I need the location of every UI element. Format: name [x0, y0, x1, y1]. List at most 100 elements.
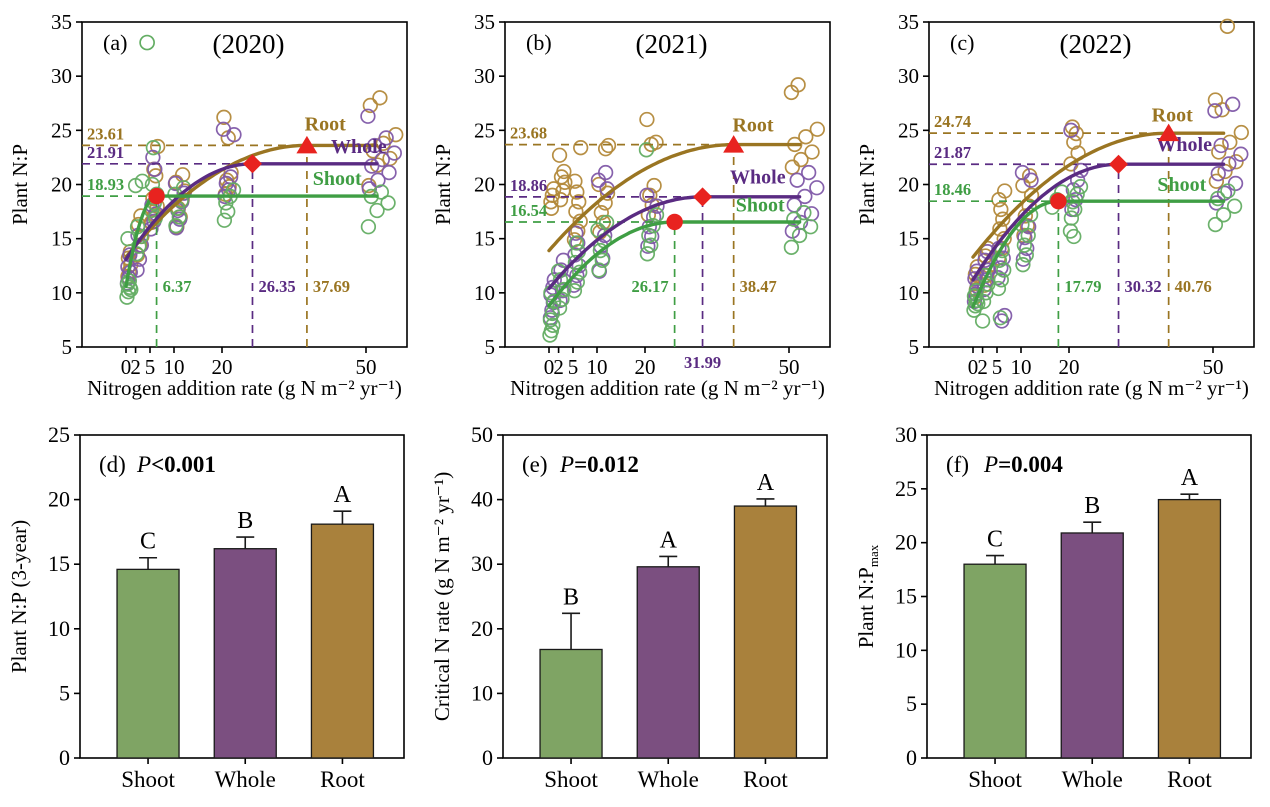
root-bar [1157, 498, 1221, 759]
shoot-critical-marker [1049, 192, 1067, 210]
root-critical-x-value: 40.76 [1174, 277, 1211, 296]
panel-letter: (e) [522, 452, 548, 477]
root-sig-letter: A [334, 482, 352, 508]
bar-category-label-whole: Whole [1061, 767, 1122, 792]
whole-curve-label: Whole [730, 166, 786, 188]
shoot-curve-label: Shoot [313, 168, 362, 190]
svg-text:30: 30 [898, 64, 919, 88]
panel-f-svg: 0 5 10 15 20 25 30 Plant N:Pmax Shoot Whole Root C B… [854, 422, 1252, 792]
root-curve-label: Root [305, 113, 346, 135]
root-curve-label: Root [733, 114, 774, 136]
shoot-fit-curve [970, 199, 1225, 309]
y-axis-title: Plant N:P [855, 144, 879, 225]
svg-text:20: 20 [471, 616, 493, 641]
root-sig-letter: A [757, 470, 775, 496]
whole-error-bar [659, 555, 678, 567]
shoot-sig-letter: C [140, 529, 156, 555]
svg-text:30: 30 [51, 64, 72, 88]
y-axis-title: Plant N:P (3-year) [7, 520, 31, 673]
svg-text:15: 15 [898, 227, 919, 251]
root-sig-letter: A [1180, 465, 1198, 491]
svg-text:15: 15 [48, 551, 70, 576]
root-bar [310, 523, 375, 759]
y-axis: 0 5 10 15 20 25 30 [895, 422, 927, 770]
svg-text:30: 30 [474, 64, 495, 88]
whole-critical-x-value: 26.35 [258, 277, 295, 296]
svg-text:50: 50 [356, 355, 377, 379]
root-error-bar [756, 498, 775, 507]
svg-text:5: 5 [991, 355, 1002, 379]
shoot-critical-x-value: 26.17 [632, 277, 669, 296]
y-axis-title: Plant N:P [431, 144, 455, 225]
whole-sig-letter: B [1084, 493, 1100, 519]
svg-text:25: 25 [474, 118, 495, 142]
svg-text:20: 20 [48, 487, 70, 512]
x-axis-title: Nitrogen addition rate (g N m⁻² yr⁻¹) [510, 376, 825, 400]
svg-text:30: 30 [895, 422, 917, 447]
svg-text:25: 25 [895, 476, 917, 501]
whole-bar [213, 548, 277, 759]
root-error-bar [1180, 493, 1199, 500]
panel-title: (2021) [636, 29, 708, 59]
shoot-bar [963, 563, 1027, 759]
svg-text:20: 20 [474, 173, 495, 197]
bar-category-label-root: Root [1167, 767, 1212, 792]
svg-text:20: 20 [898, 173, 919, 197]
x-axis: 0 2 5 10 20 50 [967, 347, 1223, 379]
root-fit-curve [547, 142, 802, 253]
svg-text:2: 2 [130, 355, 141, 379]
bar-category-label-shoot: Shoot [968, 767, 1022, 792]
panel-title: (2020) [213, 29, 285, 59]
shoot-curve-label: Shoot [736, 195, 785, 217]
bar-category-label-shoot: Shoot [545, 767, 599, 792]
panel-d-svg: 0 5 10 15 20 25 Plant N:P (3-year) Shoot Whole Ro… [7, 422, 405, 792]
whole-curve-label: Whole [331, 136, 387, 158]
whole-sig-letter: A [660, 527, 678, 553]
y-axis: 0 10 20 30 40 50 [471, 422, 504, 770]
svg-text:25: 25 [48, 422, 70, 447]
panel-letter: (d) [99, 452, 126, 477]
svg-text:20: 20 [895, 530, 917, 555]
svg-text:0: 0 [544, 355, 555, 379]
root-bar [734, 505, 798, 759]
whole-critical-marker [693, 187, 713, 207]
root-curve-label: Root [1151, 105, 1192, 127]
p-value-label: P=0.012 [559, 452, 639, 477]
whole-plateau-value: 21.87 [934, 143, 971, 162]
shoot-critical-x-value: 17.79 [1064, 277, 1101, 296]
whole-scatter-points [543, 164, 825, 326]
y-axis: 0 5 10 15 20 25 [48, 422, 80, 770]
whole-bar [636, 566, 701, 759]
bar-category-label-whole: Whole [215, 767, 276, 792]
root-critical-guides [505, 143, 735, 347]
panel-f-chart: 0 5 10 15 20 25 30 Plant N:Pmax Shoot Whole Root C B… [847, 410, 1270, 802]
shoot-error-bar [562, 612, 581, 650]
whole-critical-x-value: 30.32 [1124, 277, 1161, 296]
svg-text:20: 20 [1058, 355, 1079, 379]
panel-letter: (c) [950, 30, 974, 55]
panel-e-svg: 0 10 20 30 40 50 Critical N rate (g N m⁻² yr⁻¹… [430, 422, 829, 792]
root-error-bar [333, 510, 352, 525]
svg-text:5: 5 [145, 355, 156, 379]
shoot-critical-guides [82, 195, 158, 347]
p-value-label: P<0.001 [136, 452, 216, 477]
shoot-bar [539, 648, 604, 759]
root-critical-marker [1157, 123, 1179, 142]
svg-text:10: 10 [51, 281, 72, 305]
svg-text:5: 5 [62, 335, 73, 359]
whole-critical-guides [82, 162, 254, 347]
svg-text:5: 5 [59, 680, 70, 705]
whole-plateau-value: 18.86 [510, 176, 547, 195]
svg-text:20: 20 [635, 355, 656, 379]
y-axis: 5 10 15 20 25 30 35 [898, 10, 929, 359]
svg-text:10: 10 [164, 355, 185, 379]
shoot-fit-curve [124, 194, 379, 288]
svg-text:10: 10 [474, 281, 495, 305]
shoot-critical-marker [148, 187, 165, 205]
stray-scatter-point [139, 34, 155, 51]
x-axis: Shoot Whole Root [968, 758, 1212, 792]
svg-text:10: 10 [895, 637, 917, 662]
panel-a-chart: 5 10 15 20 25 30 35 0 2 5 10 20 50 Nitrogen addition … [0, 0, 423, 410]
